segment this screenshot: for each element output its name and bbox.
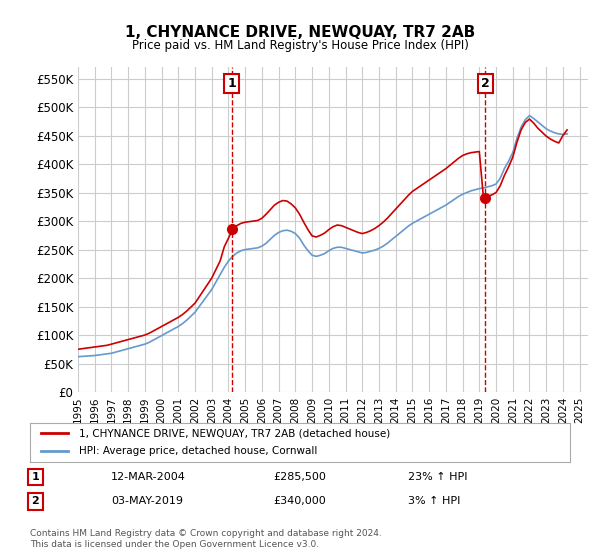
Text: 2: 2 <box>32 496 39 506</box>
Text: £340,000: £340,000 <box>273 496 326 506</box>
Text: Price paid vs. HM Land Registry's House Price Index (HPI): Price paid vs. HM Land Registry's House … <box>131 39 469 52</box>
Text: HPI: Average price, detached house, Cornwall: HPI: Average price, detached house, Corn… <box>79 446 317 456</box>
Text: 3% ↑ HPI: 3% ↑ HPI <box>408 496 460 506</box>
Text: 03-MAY-2019: 03-MAY-2019 <box>111 496 183 506</box>
Text: 1: 1 <box>227 77 236 90</box>
Text: 1, CHYNANCE DRIVE, NEWQUAY, TR7 2AB (detached house): 1, CHYNANCE DRIVE, NEWQUAY, TR7 2AB (det… <box>79 428 390 438</box>
Text: 23% ↑ HPI: 23% ↑ HPI <box>408 472 467 482</box>
Text: This data is licensed under the Open Government Licence v3.0.: This data is licensed under the Open Gov… <box>30 540 319 549</box>
Text: 12-MAR-2004: 12-MAR-2004 <box>111 472 186 482</box>
Text: 1, CHYNANCE DRIVE, NEWQUAY, TR7 2AB: 1, CHYNANCE DRIVE, NEWQUAY, TR7 2AB <box>125 25 475 40</box>
Text: Contains HM Land Registry data © Crown copyright and database right 2024.: Contains HM Land Registry data © Crown c… <box>30 529 382 538</box>
Text: 1: 1 <box>32 472 39 482</box>
Text: 2: 2 <box>481 77 490 90</box>
Text: £285,500: £285,500 <box>273 472 326 482</box>
